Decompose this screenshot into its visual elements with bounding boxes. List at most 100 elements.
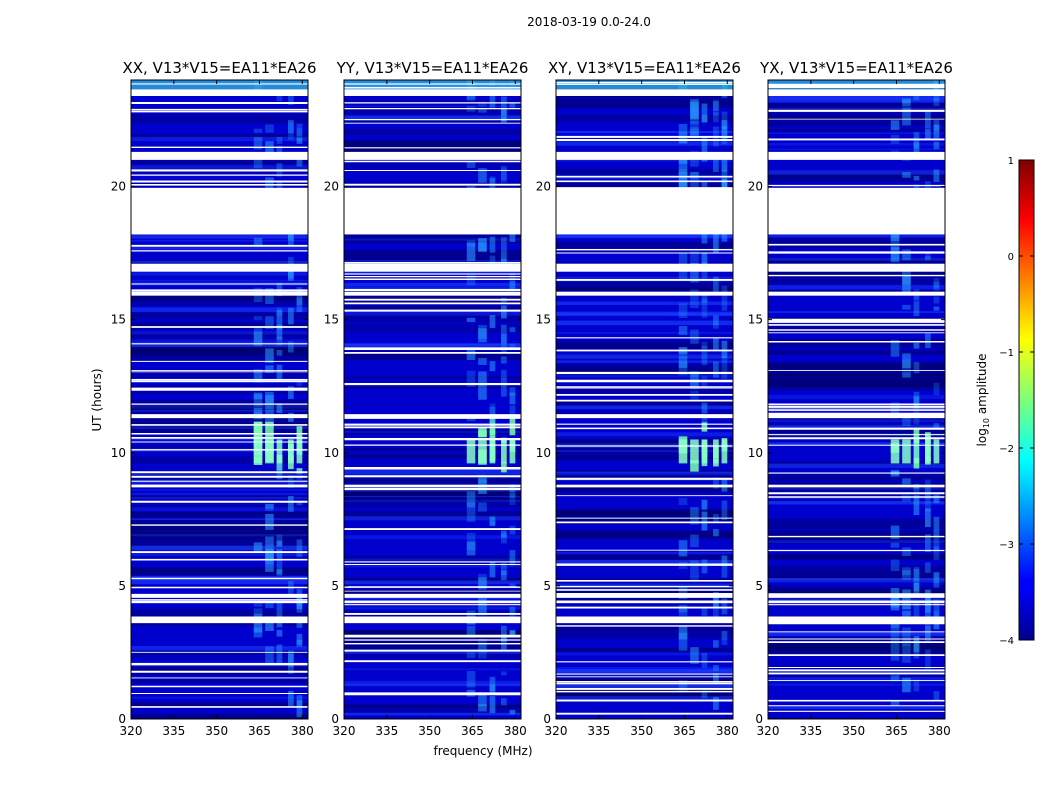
x-axis-label: frequency (MHz)	[433, 744, 532, 758]
noise-band	[768, 373, 945, 381]
noise-band	[131, 294, 308, 302]
noise-band	[768, 460, 945, 467]
rfi-patch	[721, 356, 728, 363]
rfi-patch	[678, 252, 688, 272]
rfi-patch	[913, 342, 920, 349]
noise-band	[768, 598, 945, 603]
rfi-patch	[890, 597, 900, 611]
noise-band	[344, 606, 521, 610]
noise-band	[768, 671, 945, 679]
noise-band	[131, 648, 308, 658]
noise-band	[556, 130, 733, 134]
y-tick-label: 0	[755, 712, 763, 726]
noise-band	[131, 534, 308, 537]
noise-band	[131, 455, 308, 462]
noise-band	[131, 348, 308, 351]
rfi-patch	[933, 571, 940, 578]
noise-band	[344, 238, 521, 241]
noise-band	[344, 577, 521, 581]
rfi-patch	[890, 247, 900, 263]
rfi-strong	[478, 439, 487, 464]
noise-band	[131, 553, 308, 556]
x-tick-label: 335	[799, 724, 822, 738]
rfi-patch	[509, 630, 516, 638]
rfi-strong	[925, 439, 931, 464]
noise-band	[344, 704, 521, 708]
rfi-patch	[288, 341, 294, 353]
rfi-patch	[509, 525, 516, 535]
x-tick-label: 350	[205, 724, 228, 738]
rfi-patch	[265, 602, 274, 609]
panel-image	[556, 80, 733, 719]
rfi-patch	[466, 242, 476, 262]
rfi-patch	[509, 343, 516, 350]
panel-frame	[130, 79, 309, 720]
noise-band	[768, 339, 945, 350]
rfi-patch	[913, 567, 920, 582]
rfi-patch	[690, 127, 699, 139]
rfi-patch	[489, 92, 496, 108]
panel-image	[344, 80, 521, 719]
noise-band	[344, 159, 521, 161]
rfi-patch	[253, 128, 263, 133]
rfi-patch	[933, 169, 940, 183]
rfi-patch	[509, 387, 516, 396]
panel-title: YY, V13*V15=EA11*EA26	[336, 59, 529, 77]
rfi-patch	[276, 137, 283, 144]
rfi-patch	[701, 652, 708, 668]
noise-band	[768, 170, 945, 180]
rfi-patch	[253, 627, 263, 638]
noise-band	[344, 630, 521, 637]
rfi-patch	[902, 304, 911, 310]
rfi-patch	[701, 341, 708, 348]
flagged-region	[768, 593, 945, 598]
rfi-patch	[466, 502, 476, 522]
panel-frame	[343, 79, 522, 720]
flagged-region	[131, 291, 308, 296]
rfi-patch	[478, 168, 487, 183]
noise-band	[131, 532, 308, 539]
rfi-patch	[265, 421, 274, 436]
flagged-region	[344, 593, 521, 598]
noise-band	[556, 93, 733, 102]
noise-band	[556, 286, 733, 296]
rfi-patch	[678, 124, 688, 144]
rfi-patch	[478, 692, 487, 707]
y-axis-label: UT (hours)	[90, 368, 104, 431]
rfi-patch	[276, 559, 283, 574]
noise-band	[131, 567, 308, 570]
rfi-patch	[478, 357, 487, 365]
panels: XX, V13*V15=EA11*EA26 320 335 350 365 380 0 5 10…	[111, 59, 953, 738]
rfi-patch	[678, 326, 688, 335]
flagged-region	[131, 600, 308, 604]
rfi-patch	[890, 622, 900, 629]
rfi-patch	[890, 542, 900, 548]
rfi-patch	[466, 491, 476, 508]
noise-band	[131, 523, 308, 530]
rfi-patch	[253, 408, 263, 420]
rfi-patch	[713, 640, 719, 648]
rfi-patch	[288, 461, 294, 470]
rfi-patch	[690, 507, 699, 525]
noise-band	[131, 408, 308, 418]
waterfall-background	[344, 80, 521, 719]
rfi-patch	[721, 120, 728, 130]
noise-band	[768, 565, 945, 575]
rfi-patch	[902, 172, 911, 178]
noise-band	[556, 551, 733, 555]
x-tick-label: 350	[842, 724, 865, 738]
rfi-patch	[466, 541, 476, 556]
rfi-patch	[902, 677, 911, 693]
rfi-patch	[933, 98, 940, 107]
rfi-patch	[489, 696, 496, 714]
noise-band	[556, 372, 733, 378]
rfi-patch	[678, 172, 688, 189]
noise-band	[131, 405, 308, 409]
noise-band	[556, 647, 733, 652]
rfi-patch	[701, 252, 708, 265]
rfi-patch	[296, 137, 303, 144]
colorbar-tick-label: −2	[999, 444, 1014, 455]
noise-band	[556, 456, 733, 460]
rfi-patch	[489, 236, 496, 253]
noise-band	[131, 493, 308, 496]
